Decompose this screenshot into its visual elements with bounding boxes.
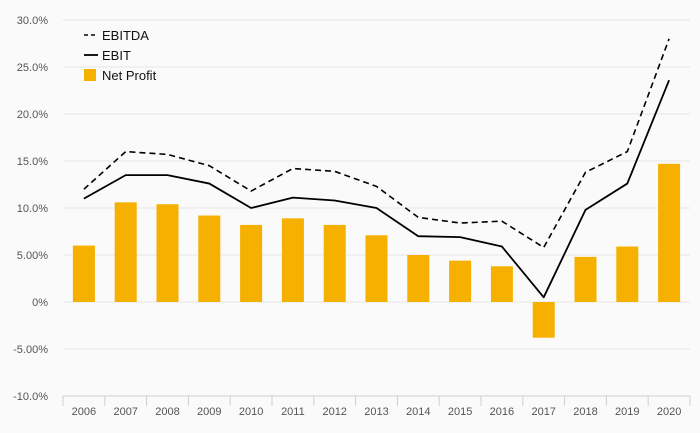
- legend-ebitda-label: EBITDA: [102, 28, 149, 43]
- x-tick-label: 2016: [490, 406, 514, 418]
- y-tick-label: -10.0%: [13, 391, 48, 403]
- line-series: [83, 38, 670, 299]
- legend-ebit-label: EBIT: [102, 48, 131, 63]
- x-axis: 2006 2007 2008 2009 2010 2011 2012 2013 2014 2015…: [62, 395, 691, 418]
- x-tick-label: 2012: [322, 406, 346, 418]
- x-tick-label: 2019: [615, 406, 639, 418]
- net-profit-bar: [449, 260, 472, 302]
- y-tick-label: 0%: [32, 297, 48, 309]
- x-tick-label: 2018: [573, 406, 597, 418]
- legend-net-profit-swatch: [84, 69, 96, 81]
- y-tick-label: 30.0%: [17, 15, 48, 27]
- net-profit-bar: [114, 202, 137, 302]
- y-tick-label: 10.0%: [17, 203, 48, 215]
- x-tick-label: 2006: [72, 406, 96, 418]
- x-tick-label: 2014: [406, 406, 430, 418]
- net-profit-bar: [323, 224, 346, 302]
- x-tick-label: 2011: [281, 406, 305, 418]
- net-profit-bar: [365, 235, 388, 302]
- legend: EBITDA EBIT Net Profit: [84, 28, 157, 83]
- x-tick-label: 2009: [197, 406, 221, 418]
- x-tick-label: 2013: [364, 406, 388, 418]
- x-tick-label: 2007: [113, 406, 137, 418]
- net-profit-bar: [490, 266, 513, 302]
- y-tick-label: 15.0%: [17, 156, 48, 168]
- net-profit-bar: [532, 302, 555, 338]
- y-tick-label: 20.0%: [17, 109, 48, 121]
- net-profit-bar: [281, 218, 304, 302]
- net-profit-bars: [72, 163, 681, 338]
- net-profit-bar: [658, 163, 681, 302]
- ebitda-line: [83, 38, 670, 249]
- y-axis-tick-labels: -10.0% -5.00% 0% 5.00% 10.0% 15.0% 20.0% 25.0% 3…: [13, 15, 48, 403]
- net-profit-bar: [72, 245, 95, 302]
- legend-net-profit-label: Net Profit: [102, 68, 157, 83]
- x-tick-label: 2017: [531, 406, 555, 418]
- net-profit-bar: [240, 224, 263, 302]
- x-tick-label: 2010: [239, 406, 263, 418]
- y-tick-label: 25.0%: [17, 62, 48, 74]
- net-profit-bar: [407, 255, 430, 302]
- y-tick-label: -5.00%: [13, 344, 48, 356]
- y-tick-label: 5.00%: [17, 250, 48, 262]
- x-tick-label: 2015: [448, 406, 472, 418]
- net-profit-bar: [198, 215, 221, 302]
- x-tick-label: 2020: [657, 406, 681, 418]
- ebit-line: [83, 79, 670, 299]
- net-profit-bar: [616, 246, 639, 302]
- x-tick-label: 2008: [155, 406, 179, 418]
- net-profit-bar: [156, 204, 179, 302]
- net-profit-bar: [574, 256, 597, 302]
